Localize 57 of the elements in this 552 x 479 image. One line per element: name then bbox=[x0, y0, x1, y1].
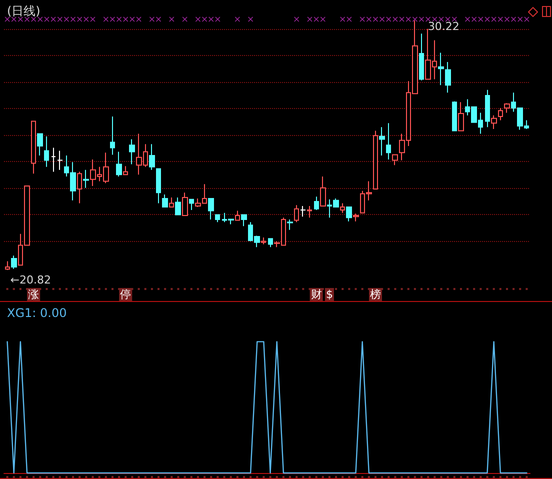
candlestick bbox=[268, 238, 273, 248]
candlestick bbox=[123, 166, 128, 176]
candlestick bbox=[37, 133, 43, 156]
candlestick bbox=[57, 150, 63, 170]
candlestick bbox=[314, 196, 319, 210]
candlestick bbox=[169, 196, 174, 208]
candlestick bbox=[300, 205, 306, 218]
candlestick bbox=[175, 196, 181, 216]
chart-title: (日线) bbox=[7, 4, 40, 18]
candlestick bbox=[51, 147, 56, 172]
candlestick bbox=[110, 116, 115, 156]
candlestick bbox=[261, 237, 266, 245]
candlestick bbox=[307, 205, 312, 218]
x-tick-label: 榜 bbox=[370, 288, 381, 301]
candlestick bbox=[156, 168, 161, 204]
candlestick bbox=[340, 202, 345, 214]
candlestick bbox=[31, 120, 36, 174]
candlestick bbox=[44, 136, 49, 168]
candlestick bbox=[353, 213, 359, 222]
candlestick bbox=[294, 204, 299, 223]
candlestick bbox=[235, 210, 240, 221]
candlestick bbox=[5, 260, 10, 270]
candlestick bbox=[320, 176, 326, 206]
candlestick bbox=[77, 171, 82, 204]
candlestick bbox=[392, 154, 398, 166]
annotation: 30.22 bbox=[428, 20, 460, 33]
candlestick bbox=[379, 126, 385, 156]
x-tick-label: 涨 bbox=[28, 288, 40, 301]
candlestick bbox=[11, 255, 17, 270]
text: ←20.82 bbox=[10, 273, 52, 286]
candlestick bbox=[485, 89, 490, 128]
candlestick bbox=[491, 114, 497, 130]
candlestick bbox=[116, 151, 122, 177]
candlestick bbox=[373, 130, 378, 190]
candlestick bbox=[287, 219, 293, 230]
candlestick bbox=[182, 192, 188, 216]
x-tick-label: 财 bbox=[310, 288, 322, 301]
candlestick bbox=[162, 194, 168, 208]
candlestick bbox=[458, 102, 464, 132]
candlestick bbox=[445, 62, 451, 94]
candlestick bbox=[149, 144, 155, 170]
candlestick bbox=[419, 33, 424, 81]
candlestick bbox=[438, 52, 444, 86]
chart-title: XG1: 0.00 bbox=[7, 306, 67, 320]
candlestick bbox=[83, 169, 89, 188]
candlestick bbox=[498, 107, 503, 121]
candlestick bbox=[189, 198, 194, 210]
candlestick bbox=[215, 214, 220, 223]
x-tick-label: $ bbox=[326, 288, 333, 301]
candlestick bbox=[241, 214, 247, 227]
candlestick bbox=[452, 100, 457, 132]
candlestick bbox=[208, 198, 214, 220]
candlestick bbox=[129, 138, 135, 165]
candlestick bbox=[386, 122, 391, 160]
candlestick bbox=[504, 102, 510, 114]
x-tick-label: 停 bbox=[120, 288, 132, 301]
candlestick bbox=[346, 206, 352, 222]
